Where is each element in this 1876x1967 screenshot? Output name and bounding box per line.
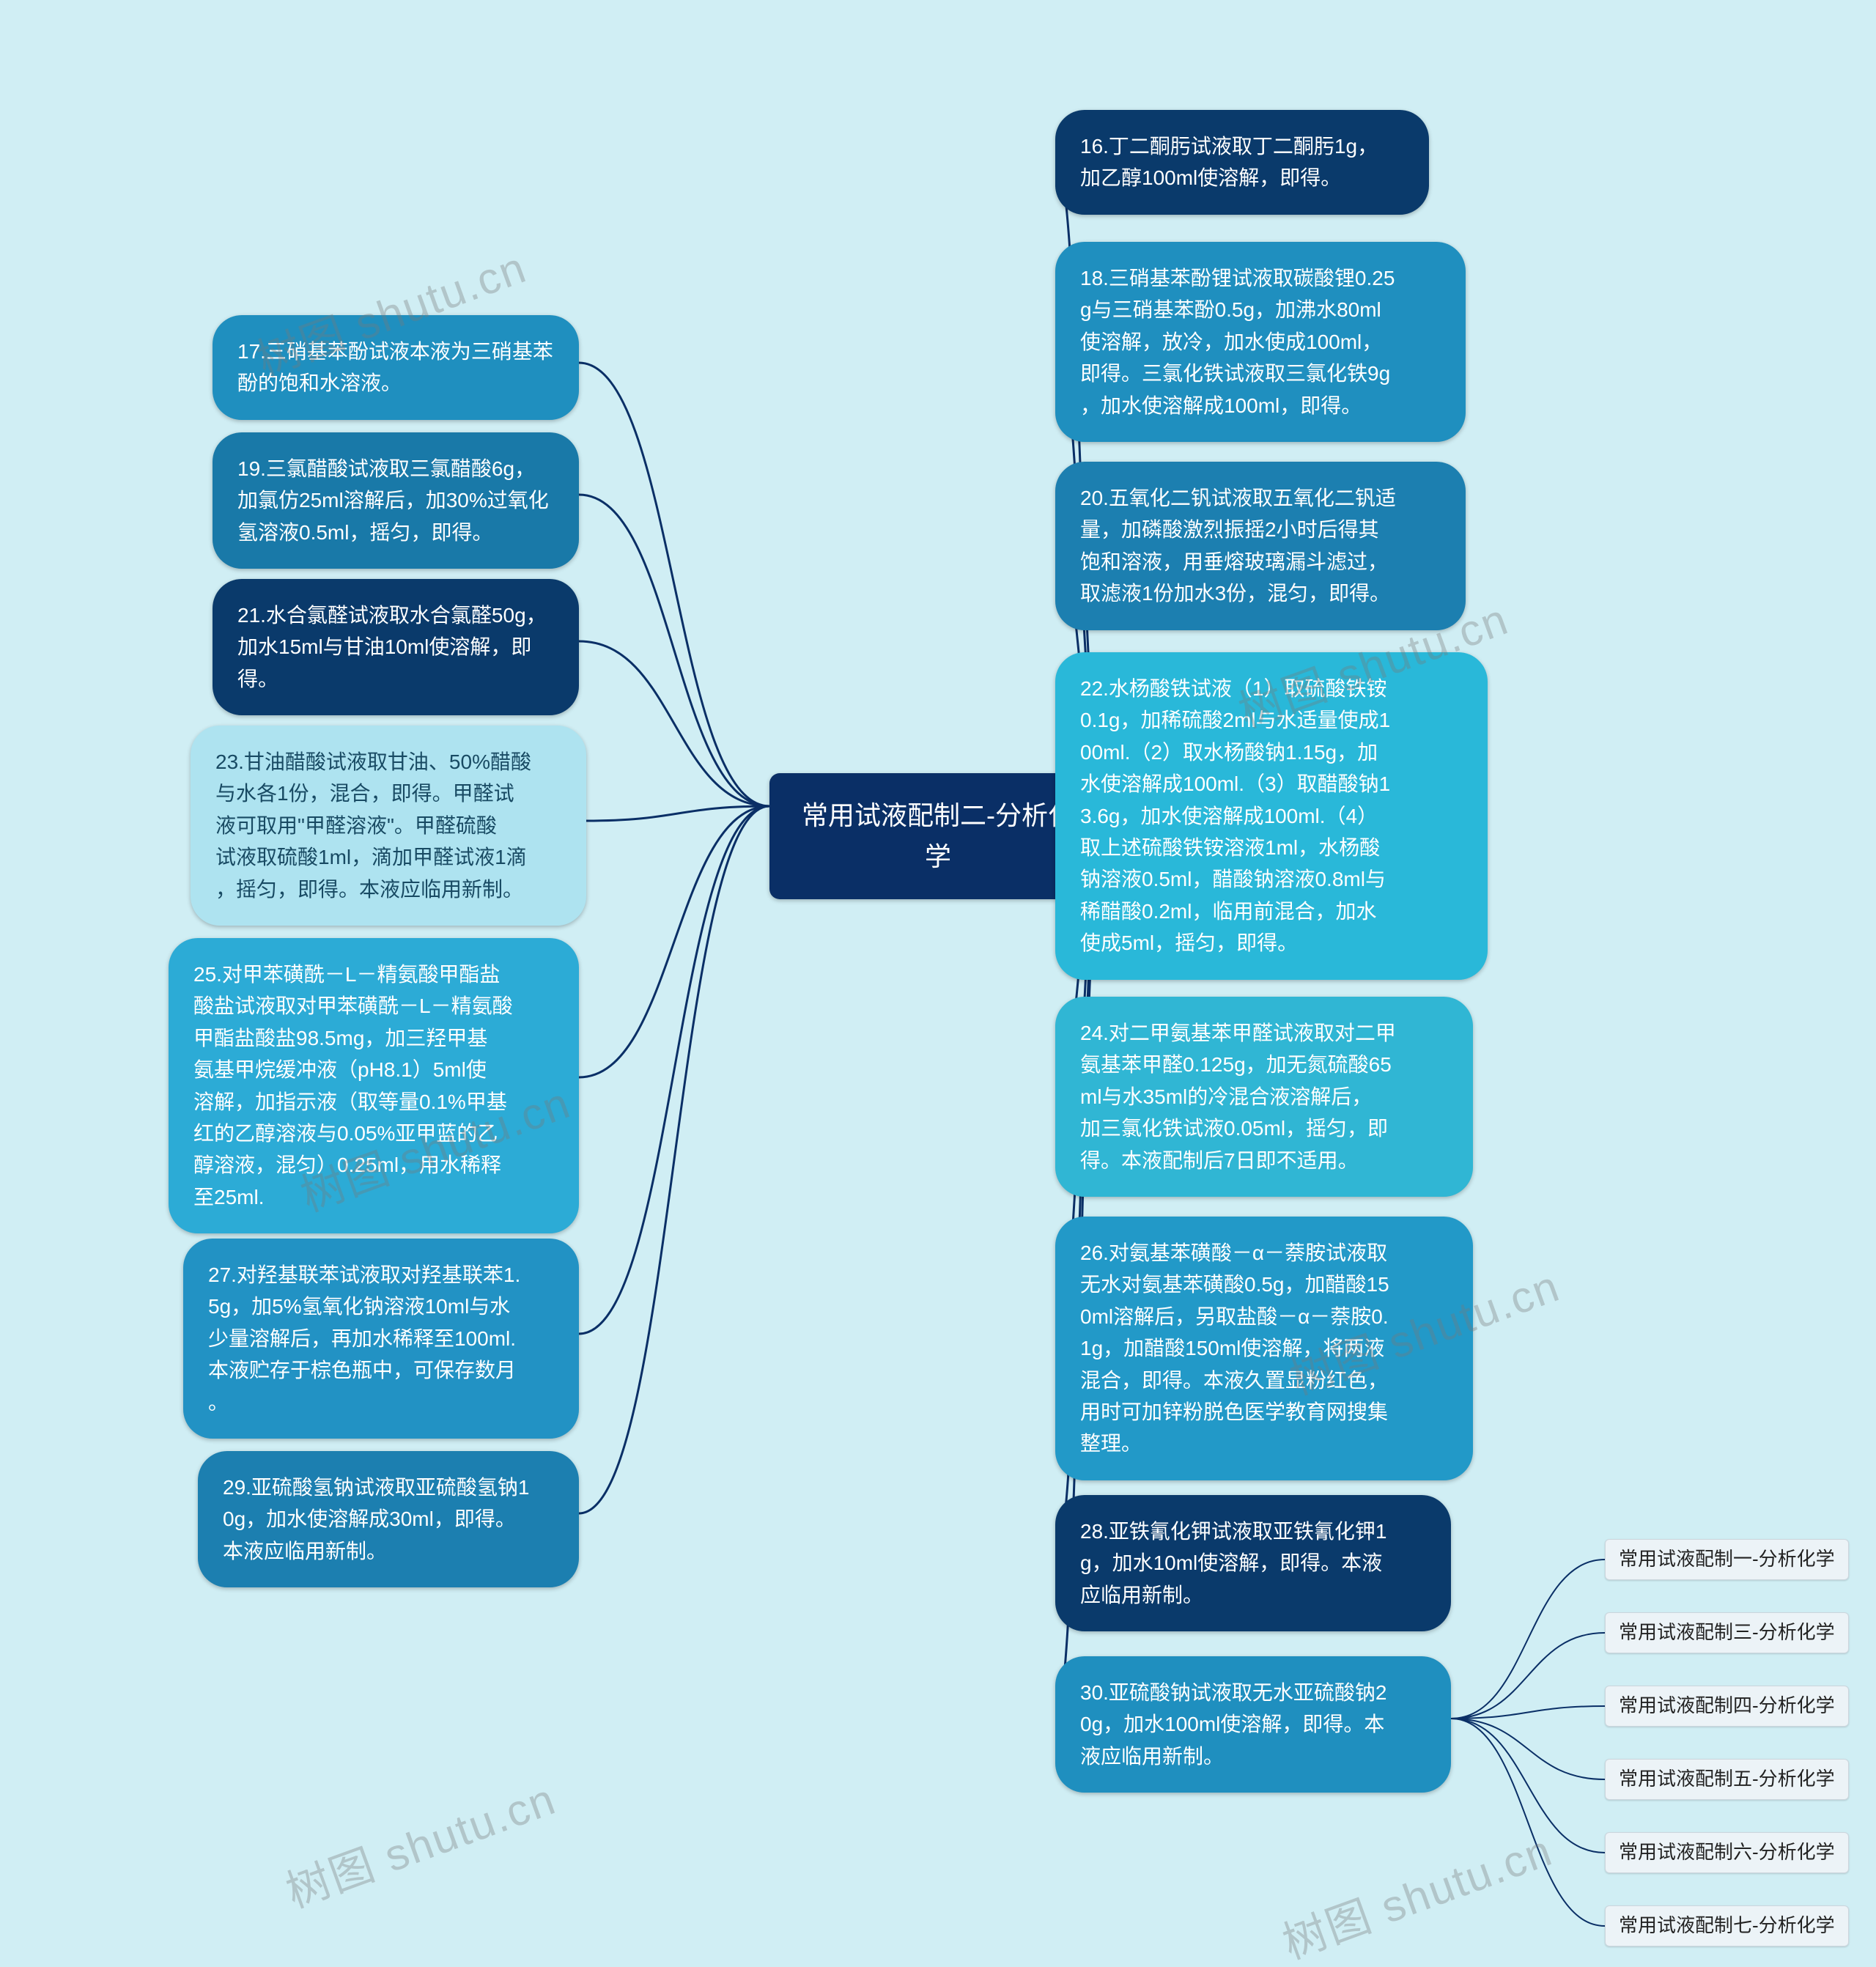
branch-node[interactable]: 16.丁二酮肟试液取丁二酮肟1g， 加乙醇100ml使溶解，即得。 [1055, 110, 1429, 215]
watermark: 树图 shutu.cn [276, 1764, 564, 1921]
sub-node[interactable]: 常用试液配制四-分析化学 [1605, 1686, 1849, 1727]
branch-node[interactable]: 27.对羟基联苯试液取对羟基联苯1. 5g，加5%氢氧化钠溶液10ml与水 少量… [183, 1239, 579, 1439]
branch-node[interactable]: 19.三氯醋酸试液取三氯醋酸6g， 加氯仿25ml溶解后，加30%过氧化 氢溶液… [213, 432, 579, 569]
sub-node[interactable]: 常用试液配制一-分析化学 [1605, 1539, 1849, 1580]
mindmap-canvas: 常用试液配制二-分析化学17.三硝基苯酚试液本液为三硝基苯 酚的饱和水溶液。19… [0, 0, 1876, 1967]
sub-node[interactable]: 常用试液配制五-分析化学 [1605, 1759, 1849, 1800]
sub-node[interactable]: 常用试液配制七-分析化学 [1605, 1905, 1849, 1946]
branch-node[interactable]: 21.水合氯醛试液取水合氯醛50g， 加水15ml与甘油10ml使溶解，即 得。 [213, 579, 579, 715]
branch-node[interactable]: 17.三硝基苯酚试液本液为三硝基苯 酚的饱和水溶液。 [213, 315, 579, 420]
branch-node[interactable]: 28.亚铁氰化钾试液取亚铁氰化钾1 g，加水10ml使溶解，即得。本液 应临用新… [1055, 1495, 1451, 1631]
branch-node[interactable]: 23.甘油醋酸试液取甘油、50%醋酸 与水各1份，混合，即得。甲醛试 液可取用"… [191, 726, 586, 926]
branch-node[interactable]: 29.亚硫酸氢钠试液取亚硫酸氢钠1 0g，加水使溶解成30ml，即得。 本液应临… [198, 1451, 579, 1587]
branch-node[interactable]: 30.亚硫酸钠试液取无水亚硫酸钠2 0g，加水100ml使溶解，即得。本 液应临… [1055, 1656, 1451, 1793]
branch-node[interactable]: 18.三硝基苯酚锂试液取碳酸锂0.25 g与三硝基苯酚0.5g，加沸水80ml … [1055, 242, 1466, 442]
branch-node[interactable]: 20.五氧化二钒试液取五氧化二钒适 量，加磷酸激烈振摇2小时后得其 饱和溶液，用… [1055, 462, 1466, 630]
sub-node[interactable]: 常用试液配制六-分析化学 [1605, 1832, 1849, 1873]
branch-node[interactable]: 25.对甲苯磺酰－L－精氨酸甲酯盐 酸盐试液取对甲苯磺酰－L－精氨酸 甲酯盐酸盐… [169, 938, 579, 1233]
sub-node[interactable]: 常用试液配制三-分析化学 [1605, 1612, 1849, 1653]
watermark: 树图 shutu.cn [1273, 1815, 1560, 1967]
branch-node[interactable]: 22.水杨酸铁试液（1）取硫酸铁铵 0.1g，加稀硫酸2ml与水适量使成1 00… [1055, 652, 1488, 980]
branch-node[interactable]: 24.对二甲氨基苯甲醛试液取对二甲 氨基苯甲醛0.125g，加无氮硫酸65 ml… [1055, 997, 1473, 1197]
branch-node[interactable]: 26.对氨基苯磺酸－α－萘胺试液取 无水对氨基苯磺酸0.5g，加醋酸15 0ml… [1055, 1217, 1473, 1480]
